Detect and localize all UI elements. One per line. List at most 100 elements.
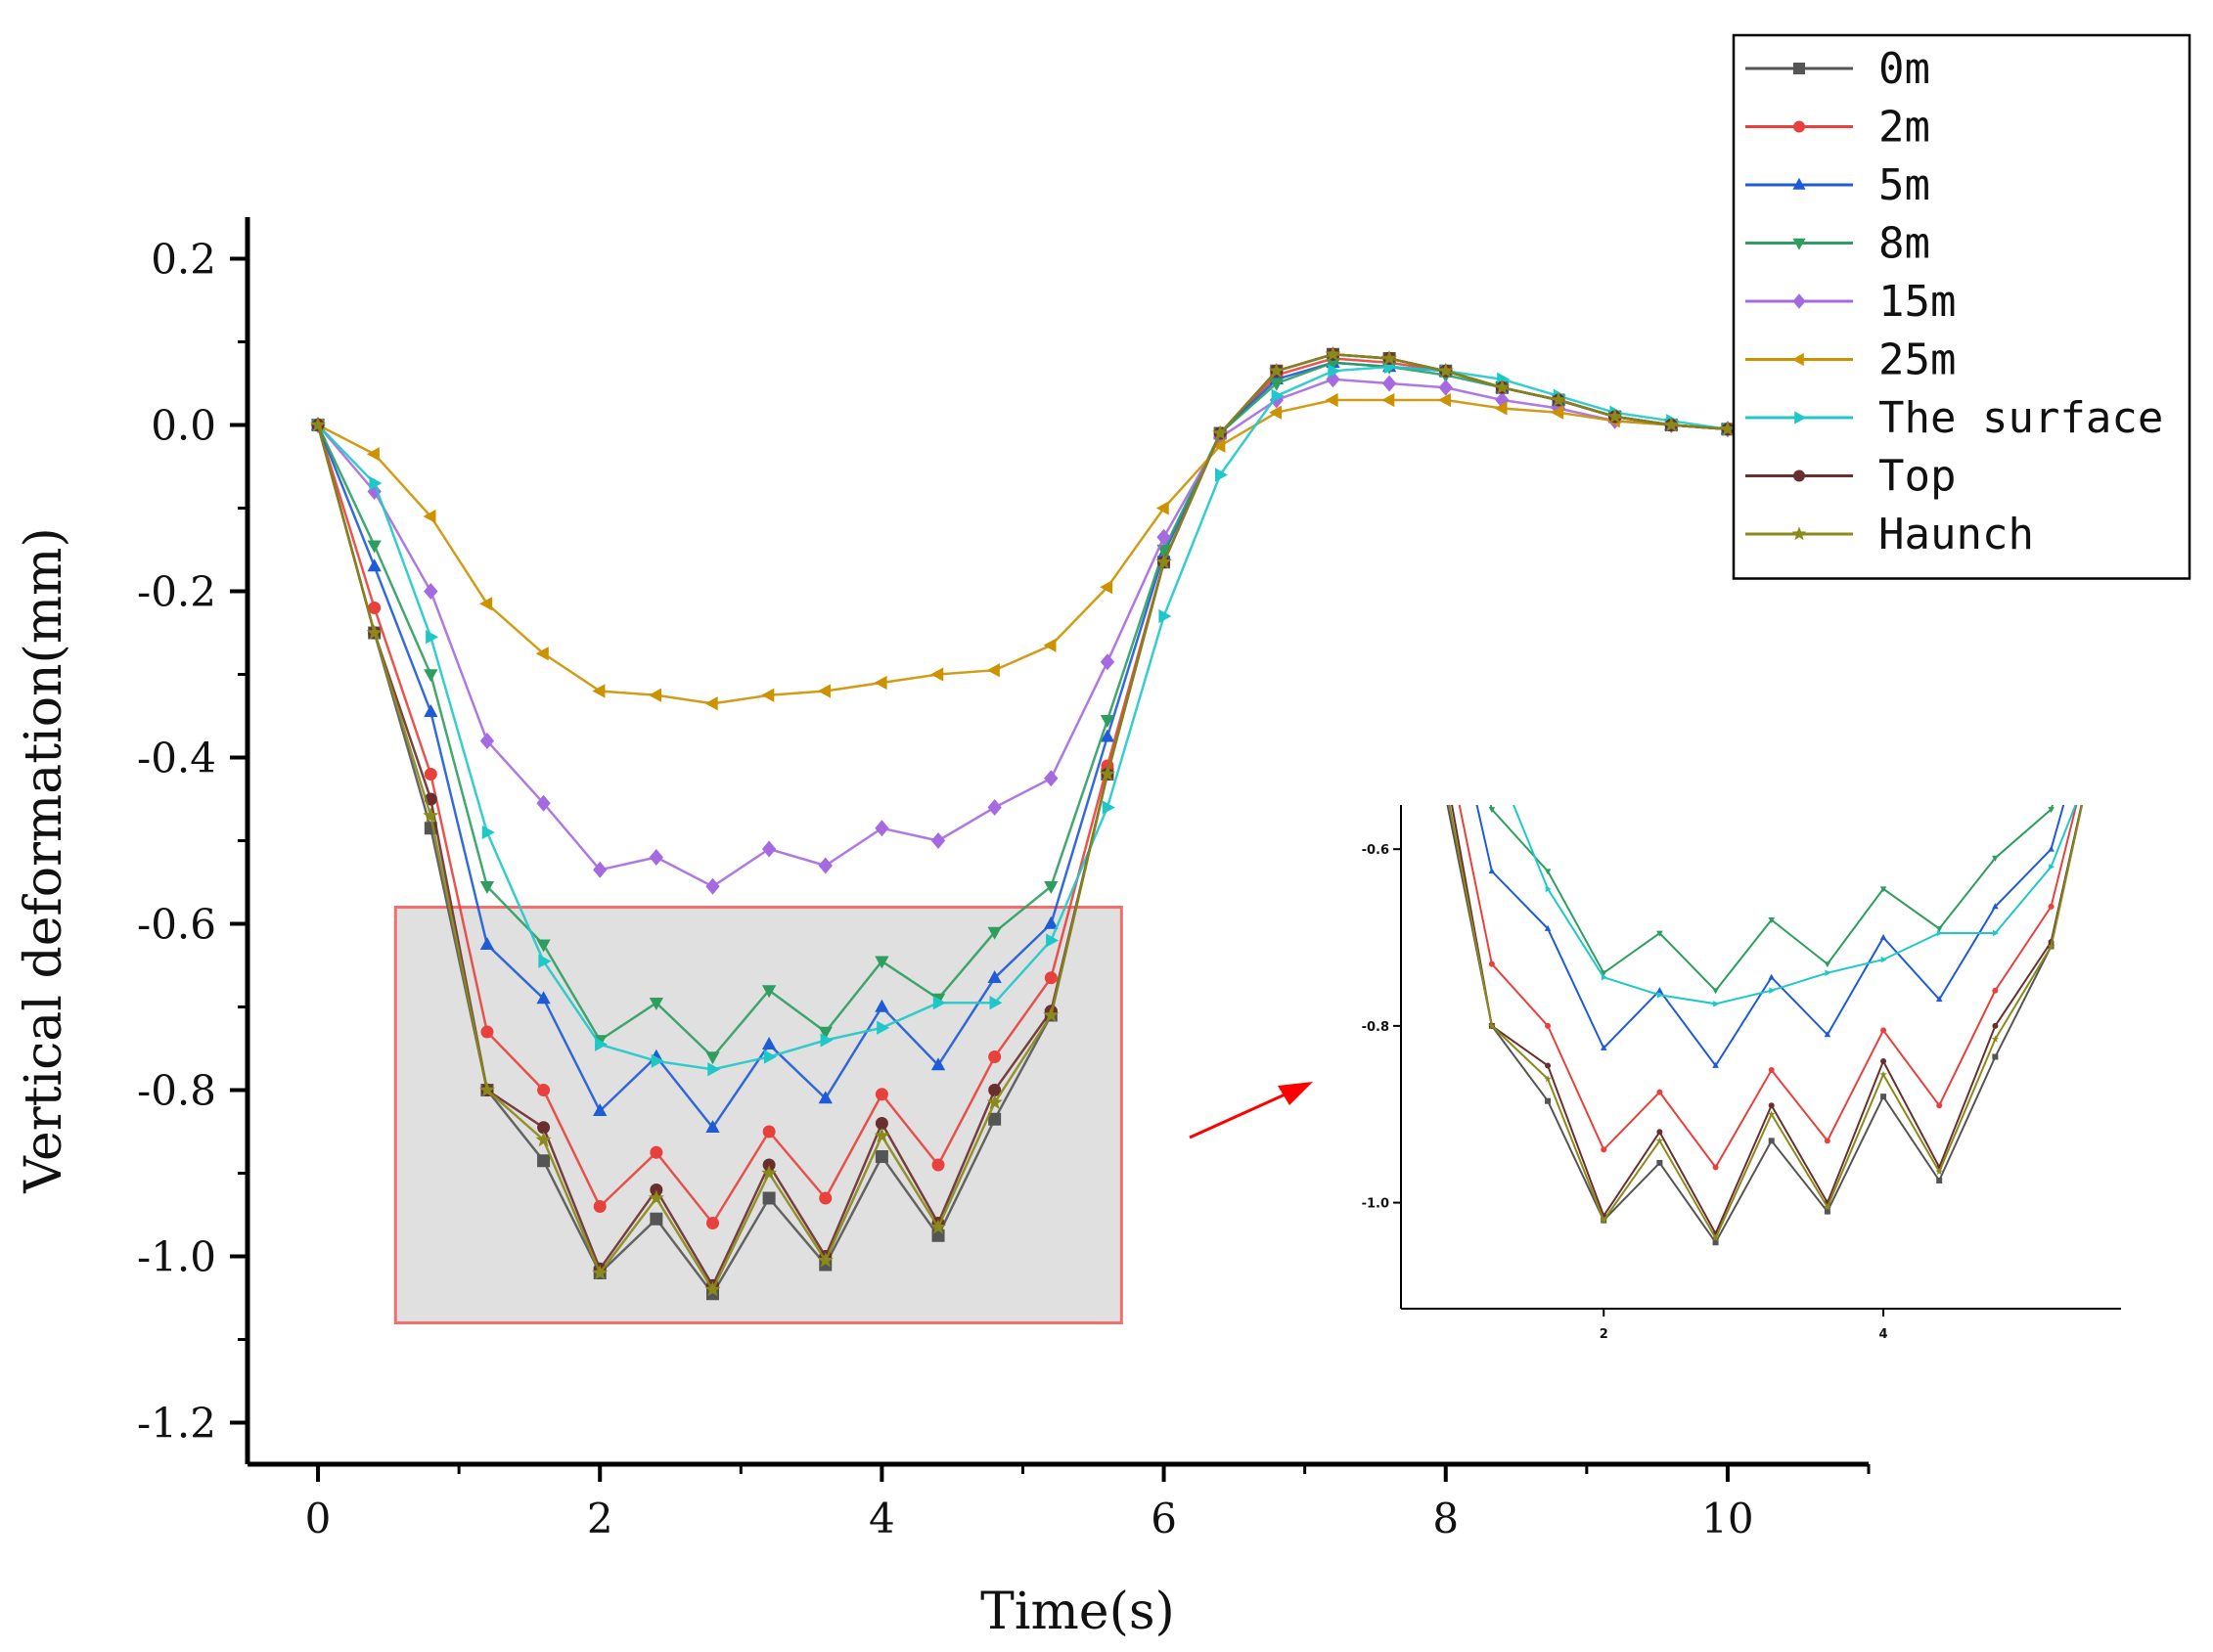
legend-marker xyxy=(1793,63,1805,74)
data-point xyxy=(536,939,551,953)
legend-entry: 15m xyxy=(1745,277,1956,327)
data-point xyxy=(481,825,495,840)
highlight-rect xyxy=(393,906,1123,1324)
inset-data-point xyxy=(2104,722,2110,729)
inset-data-point xyxy=(1992,1053,1999,1060)
x-axis-title: Time(s) xyxy=(980,1583,1175,1641)
data-point xyxy=(930,1057,946,1071)
inset-data-point xyxy=(1879,886,1887,893)
y-axis-title: Vertical deformation(mm) xyxy=(15,527,73,1194)
data-point xyxy=(1325,392,1338,408)
data-point xyxy=(1100,580,1113,595)
data-point xyxy=(1437,362,1454,379)
inset-data-point xyxy=(1488,807,1496,814)
data-point xyxy=(535,647,549,661)
data-point xyxy=(762,1191,776,1205)
inset-data-point xyxy=(1433,714,1439,720)
inset-data-point xyxy=(1768,1102,1775,1109)
inset-data-point xyxy=(1824,1208,1830,1215)
data-point xyxy=(310,417,327,432)
legend-box xyxy=(1732,33,2191,580)
inset-data-point xyxy=(1656,930,1663,937)
inset-data-point xyxy=(1489,748,1495,755)
inset-series-layer xyxy=(1433,679,2110,1246)
data-point xyxy=(704,1281,721,1297)
inset-series-8m xyxy=(1488,805,2055,995)
inset-y-tick-label: -0.8 xyxy=(1362,1020,1389,1035)
data-point xyxy=(366,447,380,462)
inset-data-point xyxy=(1656,991,1663,999)
inset-data-point xyxy=(2048,903,2055,910)
data-point xyxy=(1381,375,1397,392)
data-point xyxy=(762,1158,776,1172)
data-point xyxy=(367,558,382,572)
data-point xyxy=(762,1125,776,1139)
inset-data-point xyxy=(1879,1070,1887,1078)
inset-series-line xyxy=(1448,805,2084,1240)
series-haunch xyxy=(310,345,1736,1297)
inset-data-point xyxy=(1656,1089,1663,1095)
legend-marker xyxy=(1793,120,1805,133)
inset-data-point xyxy=(1935,1168,1943,1176)
legend-label: Haunch xyxy=(1878,510,2034,559)
data-point xyxy=(1099,766,1115,781)
inset-data-point xyxy=(1656,1159,1663,1166)
data-point xyxy=(931,1158,945,1172)
inset-data-point xyxy=(1433,688,1439,693)
inset-data-point xyxy=(2104,688,2110,693)
data-point xyxy=(818,1091,833,1104)
inset-x-tick-label: 2 xyxy=(1600,1327,1608,1342)
data-point xyxy=(479,733,495,749)
inset-data-point xyxy=(1824,1203,1831,1211)
data-point xyxy=(423,509,436,524)
inset-data-point xyxy=(2104,679,2110,685)
legend-label: 15m xyxy=(1878,277,1956,327)
inset-series-the-surface xyxy=(1489,722,2110,1007)
arrow-line xyxy=(1189,1090,1292,1139)
series-line xyxy=(317,378,1728,888)
inset-data-point xyxy=(1656,1129,1663,1136)
data-point xyxy=(1043,1006,1060,1022)
data-point xyxy=(1044,770,1059,787)
inset-series-line xyxy=(1475,805,2065,1068)
data-point xyxy=(423,807,439,823)
highlight-region-layer xyxy=(393,906,1123,1324)
legend-marker xyxy=(1792,238,1806,250)
data-point xyxy=(1100,715,1115,729)
data-point xyxy=(875,1117,888,1130)
inset-series-line xyxy=(1489,805,2054,993)
inset-data-point xyxy=(1655,1137,1664,1144)
inset-data-point xyxy=(1992,1022,1999,1029)
data-point xyxy=(369,475,383,491)
legend-label: 0m xyxy=(1878,44,1930,94)
inset-data-point xyxy=(1544,869,1552,875)
data-point xyxy=(1043,638,1057,652)
data-point xyxy=(930,667,944,682)
data-point xyxy=(1044,971,1058,985)
data-point xyxy=(704,696,718,711)
x-tick-label: 0 xyxy=(305,1495,332,1542)
data-point xyxy=(1215,468,1228,482)
data-point xyxy=(987,926,1002,940)
data-point xyxy=(707,1062,721,1077)
inset-series-2m xyxy=(1433,679,2110,1171)
data-point xyxy=(1156,528,1171,546)
data-point xyxy=(366,624,383,640)
data-point xyxy=(1495,391,1510,409)
data-point xyxy=(1212,438,1226,453)
series-15m xyxy=(310,371,1736,895)
inset-data-point xyxy=(1768,973,1776,980)
inset-data-point xyxy=(1936,1177,1943,1183)
inset-data-point xyxy=(1711,1233,1720,1241)
data-point xyxy=(593,1200,607,1213)
legend-entry: 25m xyxy=(1745,335,1956,385)
inset-data-point xyxy=(1768,1067,1775,1074)
inset-data-point xyxy=(1656,987,1663,994)
inset-data-point xyxy=(1712,988,1719,995)
data-point xyxy=(1100,729,1115,742)
inset-data-point xyxy=(1600,970,1607,977)
inset-data-point xyxy=(1824,1031,1831,1038)
data-point xyxy=(593,861,608,878)
data-point xyxy=(595,1037,609,1051)
